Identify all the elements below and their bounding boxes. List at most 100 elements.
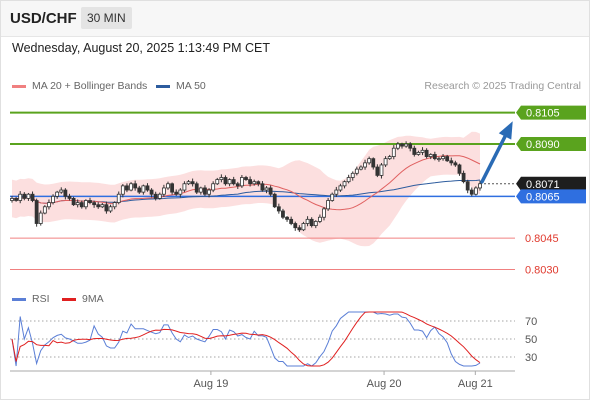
- timeframe-button[interactable]: 30 MIN: [81, 7, 132, 29]
- ma20-swatch: [12, 84, 26, 88]
- candle-body: [125, 185, 129, 191]
- candle-body: [211, 183, 216, 191]
- candle-body: [420, 149, 425, 153]
- candle-body: [272, 193, 277, 208]
- candle-body: [408, 143, 413, 149]
- candle-body: [18, 193, 23, 201]
- candle-body: [34, 200, 39, 224]
- candle-body: [47, 202, 51, 208]
- price-label-0.8045: 0.8045: [525, 233, 559, 245]
- candle-body: [445, 156, 450, 162]
- candle-body: [449, 160, 454, 164]
- candle-body: [26, 193, 31, 199]
- candle-body: [289, 218, 294, 224]
- candle-body: [293, 223, 298, 229]
- x-tick-label: Aug 21: [458, 378, 493, 390]
- candle-body: [469, 189, 474, 195]
- candle-body: [67, 195, 72, 199]
- candle-body: [108, 206, 113, 212]
- legend-ma50: MA 50: [156, 80, 206, 92]
- candle-body: [88, 200, 92, 203]
- candle-body: [96, 204, 101, 208]
- candle-body: [350, 172, 355, 178]
- candle-body: [92, 202, 97, 206]
- rsi-axis-label: 70: [525, 316, 537, 328]
- candle-body: [264, 187, 269, 191]
- candle-body: [354, 168, 359, 174]
- candle-body: [363, 162, 367, 168]
- candle-body: [330, 193, 335, 201]
- price-label-0.8090: 0.8090: [526, 139, 560, 151]
- legend-rsi: RSI: [12, 293, 50, 305]
- candle-body: [453, 162, 458, 166]
- candle-body: [301, 223, 306, 231]
- candle-body: [120, 185, 125, 195]
- candle-body: [387, 156, 392, 160]
- candle-body: [157, 193, 162, 199]
- candle-body: [461, 172, 466, 183]
- candle-body: [194, 183, 199, 193]
- candle-body: [145, 185, 150, 191]
- rsi-9ma-line: [11, 311, 481, 367]
- candle-body: [170, 183, 175, 193]
- candle-body: [268, 187, 273, 195]
- candle-body: [42, 206, 47, 214]
- candle-body: [55, 191, 60, 197]
- price-levels: [10, 111, 515, 271]
- candle-body: [133, 183, 138, 189]
- candle-body: [305, 218, 310, 224]
- candle-body: [104, 204, 109, 212]
- candle-body: [317, 216, 322, 222]
- price-label-0.8105: 0.8105: [526, 108, 560, 120]
- candle-body: [338, 185, 343, 191]
- legend-ma50-label: MA 50: [176, 80, 206, 92]
- candle-body: [412, 147, 417, 155]
- symbol-title: USD/CHF: [10, 10, 77, 27]
- candle-body: [166, 183, 170, 189]
- candle-body: [367, 158, 372, 164]
- candle-body: [313, 221, 318, 227]
- candle-body: [178, 189, 183, 195]
- candle-body: [182, 183, 187, 191]
- candle-body: [416, 151, 421, 155]
- price-tag-0.8065: [516, 189, 586, 204]
- candle-body: [10, 198, 14, 201]
- x-axis: Aug 19 Aug 20 Aug 21: [10, 370, 515, 390]
- candle-body: [112, 202, 117, 208]
- candle-body: [75, 202, 80, 206]
- bollinger-band-fill: [12, 131, 480, 247]
- candle-body: [129, 183, 133, 191]
- candle-body: [379, 164, 384, 176]
- candle-body: [375, 166, 380, 176]
- candle-body: [371, 158, 376, 168]
- candle-body: [22, 193, 27, 199]
- candle-body: [186, 181, 191, 185]
- x-tick-label: Aug 19: [193, 378, 228, 390]
- candle-body: [383, 158, 388, 166]
- price-label-0.8030: 0.8030: [525, 265, 559, 277]
- legend-ma20-label: MA 20 + Bollinger Bands: [32, 80, 148, 92]
- candle-body: [203, 187, 207, 195]
- candle-body: [79, 202, 84, 208]
- price-tag-0.8071: [516, 176, 586, 191]
- candle-body: [473, 187, 478, 195]
- candle-body: [391, 147, 396, 157]
- rsi-swatch: [12, 297, 26, 301]
- price-tag-0.8090: [516, 137, 586, 152]
- candle-body: [342, 181, 347, 187]
- candle-body: [161, 187, 166, 195]
- legend-ma20-bollinger: MA 20 + Bollinger Bands: [12, 80, 147, 92]
- candle-body: [465, 181, 470, 191]
- candle-body: [297, 227, 302, 231]
- candle-body: [326, 200, 331, 210]
- candle-body: [432, 154, 437, 160]
- candle-body: [63, 189, 68, 197]
- candle-body: [252, 181, 257, 185]
- candle-body: [71, 198, 76, 206]
- candle-body: [334, 189, 339, 195]
- candle-body: [400, 143, 404, 147]
- arrow-head: [498, 121, 513, 140]
- legend-9ma-label: 9MA: [82, 293, 104, 305]
